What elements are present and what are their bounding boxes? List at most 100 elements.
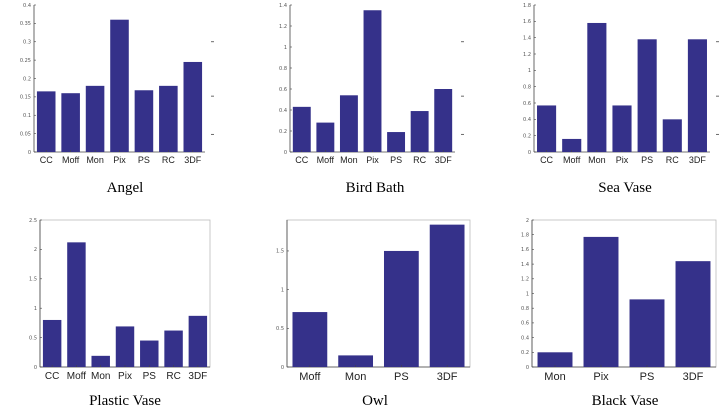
- bar-ps: [637, 39, 657, 152]
- bar-ps: [387, 132, 406, 152]
- chart-panel-plastic-vase: 0 0.5 1 1.5 2 2.5 CC Moff Mon Pix PS RC 3DF Plastic …: [0, 215, 230, 419]
- x-tick-label: PS: [641, 155, 653, 165]
- bar-3df: [675, 261, 711, 367]
- bar-3df: [687, 39, 707, 152]
- y-tick-label: 1.2: [279, 24, 287, 30]
- y-tick-label: 1.8: [521, 233, 529, 239]
- bar-chart-angel: 0 0.05 0.1 0.15 0.2 0.25 0.3 0.35 0.4 CC Moff Mon Pi…: [20, 3, 214, 165]
- y-tick-label: 1: [34, 306, 37, 312]
- bar-moff: [292, 312, 328, 367]
- x-tick-label: RC: [166, 371, 180, 382]
- y-tick-label: 1: [526, 291, 529, 297]
- x-tick-label: Pix: [113, 155, 126, 165]
- y-tick-label: 0: [281, 365, 284, 371]
- y-tick-label: 2: [526, 218, 529, 224]
- y-tick-label: 0.2: [521, 350, 529, 356]
- bar-ps: [629, 299, 665, 367]
- bar-pix: [612, 105, 632, 152]
- x-tick-label: CC: [540, 155, 553, 165]
- bar-rc: [410, 111, 429, 152]
- x-tick-label: PS: [640, 371, 655, 383]
- x-tick-label: Pix: [593, 371, 609, 383]
- chart-panel-owl: 0 0.5 1 1.5 Moff Mon PS 3DF Owl: [240, 215, 480, 419]
- y-tick-label: 1: [284, 45, 287, 51]
- bar-moff: [316, 122, 335, 152]
- chart-caption: Sea Vase: [598, 180, 652, 196]
- y-tick-label: 2.5: [29, 218, 37, 224]
- bar-pix: [115, 326, 135, 367]
- y-tick-label: 0: [34, 365, 37, 371]
- chart-panel-bird-bath: 0 0.2 0.4 0.6 0.8 1 1.2 1.4 CC Moff Mon Pix PS RC 3DF …: [240, 0, 480, 205]
- x-tick-label: PS: [394, 371, 409, 383]
- y-tick-label: 0.2: [23, 76, 31, 82]
- y-tick-label: 1.5: [276, 249, 284, 255]
- bar-chart-bird-bath: 0 0.2 0.4 0.6 0.8 1 1.2 1.4 CC Moff Mon Pix PS RC 3DF: [279, 3, 464, 165]
- y-tick-label: 1.4: [521, 262, 529, 268]
- bar-mon: [85, 85, 105, 152]
- chart-panel-black-vase: 0 0.2 0.4 0.6 0.8 1 1.2 1.4 1.6 1.8 2 Mon Pix PS 3DF B…: [490, 215, 724, 419]
- x-tick-label: CC: [40, 155, 53, 165]
- y-tick-label: 0.5: [276, 326, 284, 332]
- y-tick-label: 0: [528, 150, 531, 156]
- bar-mon: [587, 22, 607, 152]
- y-tick-label: 1.2: [521, 277, 529, 283]
- bar-pix: [363, 10, 382, 152]
- y-tick-label: 0.5: [29, 335, 37, 341]
- x-tick-label: Moff: [317, 155, 335, 165]
- x-tick-label: Mon: [588, 155, 606, 165]
- y-tick-label: 0.6: [521, 321, 529, 327]
- y-tick-label: 0.4: [279, 108, 287, 114]
- y-tick-label: 0.4: [523, 117, 531, 123]
- bar-pix: [110, 19, 129, 153]
- x-tick-label: 3DF: [689, 155, 707, 165]
- x-tick-label: Moff: [299, 371, 321, 383]
- y-tick-label: 0.25: [20, 58, 31, 64]
- y-tick-label: 0.8: [521, 306, 529, 312]
- x-tick-label: 3DF: [188, 371, 207, 382]
- x-tick-label: RC: [666, 155, 679, 165]
- x-tick-label: Mon: [91, 371, 110, 382]
- bar-3df: [183, 61, 203, 152]
- chart-caption: Plastic Vase: [89, 393, 161, 409]
- x-tick-label: 3DF: [683, 371, 704, 383]
- chart-caption: Bird Bath: [345, 180, 405, 196]
- bar-ps: [140, 340, 159, 367]
- chart-caption: Owl: [362, 393, 388, 409]
- bar-3df: [429, 224, 465, 367]
- y-tick-label: 1: [281, 287, 284, 293]
- bar-ps: [134, 90, 154, 152]
- y-tick-label: 0.4: [521, 335, 529, 341]
- y-tick-label: 1.8: [523, 3, 531, 9]
- y-tick-label: 0: [526, 365, 529, 371]
- y-tick-label: 1.5: [29, 277, 37, 283]
- x-tick-label: Mon: [340, 155, 358, 165]
- x-tick-label: Moff: [67, 371, 86, 382]
- x-tick-label: PS: [390, 155, 402, 165]
- bar-moff: [67, 242, 86, 367]
- x-tick-label: Pix: [366, 155, 379, 165]
- y-tick-label: 0.05: [20, 131, 31, 137]
- x-tick-label: Mon: [345, 371, 366, 383]
- bar-mon: [91, 355, 110, 367]
- y-tick-label: 0: [28, 150, 31, 156]
- y-tick-label: 0.1: [23, 113, 31, 119]
- chart-caption: Black Vase: [591, 393, 659, 409]
- y-tick-label: 0.3: [23, 40, 31, 46]
- y-tick-label: 1.4: [279, 3, 287, 9]
- bar-mon: [338, 355, 374, 367]
- bar-cc: [292, 106, 311, 152]
- bar-pix: [583, 236, 619, 367]
- bar-rc: [164, 330, 183, 367]
- x-tick-label: Mon: [86, 155, 104, 165]
- bar-rc: [159, 85, 178, 152]
- chart-panel-angel: 0 0.05 0.1 0.15 0.2 0.25 0.3 0.35 0.4 CC Moff Mon Pi…: [0, 0, 230, 205]
- x-tick-label: 3DF: [184, 155, 202, 165]
- x-tick-label: CC: [295, 155, 308, 165]
- y-tick-label: 0.6: [523, 101, 531, 107]
- bar-cc: [42, 319, 62, 367]
- y-tick-label: 1.2: [523, 52, 531, 58]
- bar-chart-black-vase: 0 0.2 0.4 0.6 0.8 1 1.2 1.4 1.6 1.8 2 Mon Pix PS 3DF: [521, 218, 717, 383]
- bar-3df: [434, 89, 453, 152]
- y-tick-label: 0.15: [20, 95, 31, 101]
- bar-rc: [662, 119, 682, 152]
